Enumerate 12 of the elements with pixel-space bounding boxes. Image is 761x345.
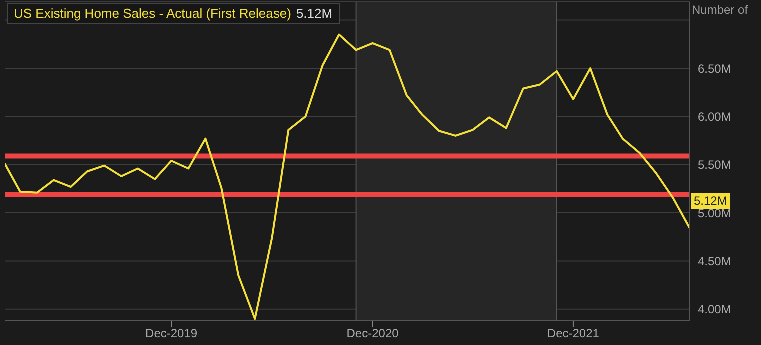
x-tick-label: Dec-2019 (146, 326, 198, 341)
text: US Existing Home Sales - Actual (First Release) (14, 6, 292, 21)
annotation: 5.12M (691, 193, 730, 210)
y-tick-label: 5.50M (698, 158, 732, 172)
y-tick-label: 6.00M (698, 110, 732, 124)
annotation: 5.12M (296, 6, 333, 21)
y-tick-label: 4.00M (698, 302, 732, 317)
x-tick-label: Dec-2020 (346, 326, 400, 341)
y-tick-label: 4.50M (698, 254, 732, 269)
x-tick-label: Dec-2021 (547, 326, 600, 341)
y-axis-title: Number of (692, 3, 748, 17)
y-tick-label: 6.50M (698, 62, 732, 76)
